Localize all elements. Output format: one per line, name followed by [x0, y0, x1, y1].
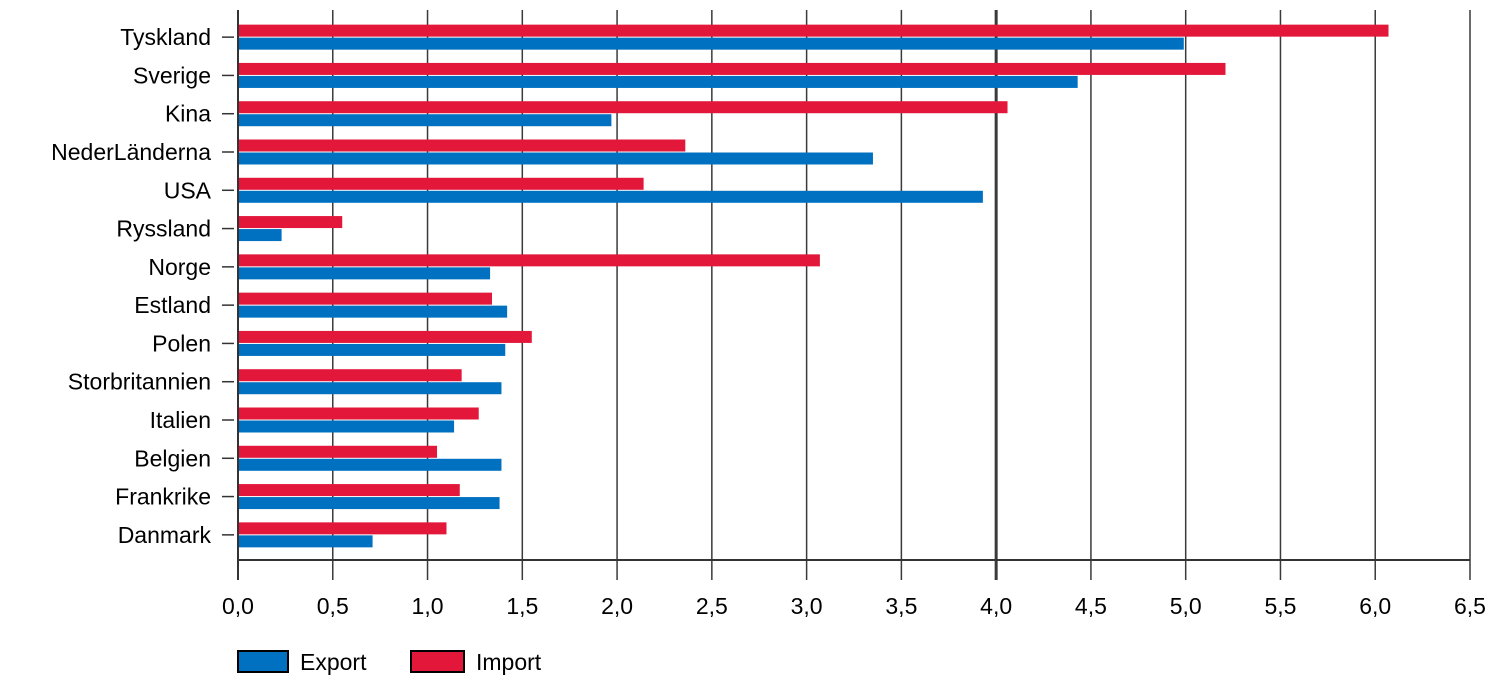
x-tick-label: 6,0: [1359, 593, 1391, 619]
bar-import: [238, 407, 479, 420]
category-label: Italien: [150, 407, 211, 433]
bar-export: [238, 190, 983, 203]
bar-import: [238, 292, 492, 305]
category-label: Norge: [148, 254, 211, 280]
bar-import: [238, 445, 438, 458]
bar-export: [238, 343, 506, 356]
bar-import: [238, 254, 820, 267]
x-tick-label: 4,0: [980, 593, 1012, 619]
bar-export: [238, 267, 491, 280]
x-tick-label: 2,0: [601, 593, 633, 619]
x-tick-labels: 0,0 0,5 1,0 1,5 2,0 2,5 3,0 3,5 4,0 4,5 5,0 5,5 6,0 6…: [222, 593, 1486, 619]
x-tick-label: 5,5: [1264, 593, 1296, 619]
bar-export: [238, 535, 373, 548]
bar-import: [238, 24, 1389, 37]
x-tick-label: 2,5: [696, 593, 728, 619]
x-tick-label: 3,0: [791, 593, 823, 619]
x-tick-label: 0,5: [317, 593, 349, 619]
bar-import: [238, 330, 532, 343]
bar-export: [238, 75, 1078, 88]
legend-swatch-export: [237, 650, 289, 673]
bar-export: [238, 497, 500, 510]
category-label: Ryssland: [116, 216, 211, 242]
category-label: Polen: [152, 330, 211, 356]
category-label: Danmark: [118, 522, 212, 548]
category-labels: Tyskland Sverige Kina NederLänderna USA Ryssl…: [51, 24, 234, 548]
x-tick-label: 1,0: [412, 593, 444, 619]
bar-import: [238, 62, 1226, 75]
legend-label-export: Export: [300, 649, 367, 675]
bar-import: [238, 216, 343, 229]
legend-label-import: Import: [476, 649, 542, 675]
x-tick-label: 4,5: [1075, 593, 1107, 619]
legend: Export Import: [237, 649, 542, 675]
category-label: Sverige: [133, 62, 211, 88]
bar-export: [238, 420, 455, 433]
bar-export: [238, 37, 1184, 50]
bar-import: [238, 484, 460, 497]
category-label: NederLänderna: [51, 139, 211, 165]
bar-import: [238, 522, 447, 535]
x-tick-label: 0,0: [222, 593, 254, 619]
bar-import: [238, 369, 462, 382]
category-label: Kina: [165, 101, 211, 127]
bar-import: [238, 101, 1008, 114]
category-label: Tyskland: [120, 24, 211, 50]
category-label: Storbritannien: [68, 369, 211, 395]
bar-export: [238, 382, 502, 395]
legend-swatch-import: [410, 650, 465, 673]
bar-import: [238, 139, 686, 152]
x-tick-label: 5,0: [1170, 593, 1202, 619]
bars: [238, 24, 1389, 548]
bar-export: [238, 114, 612, 127]
bar-import: [238, 177, 644, 190]
category-label: Belgien: [134, 445, 211, 471]
x-tick-label: 3,5: [885, 593, 917, 619]
x-tick-label: 6,5: [1454, 593, 1486, 619]
category-label: Frankrike: [115, 484, 211, 510]
bar-export: [238, 152, 873, 165]
bar-export: [238, 305, 508, 318]
category-label: Estland: [134, 292, 211, 318]
bar-export: [238, 229, 282, 242]
bar-export: [238, 458, 502, 471]
axes: [237, 10, 1470, 580]
x-tick-label: 1,5: [506, 593, 538, 619]
category-label: USA: [164, 177, 212, 203]
